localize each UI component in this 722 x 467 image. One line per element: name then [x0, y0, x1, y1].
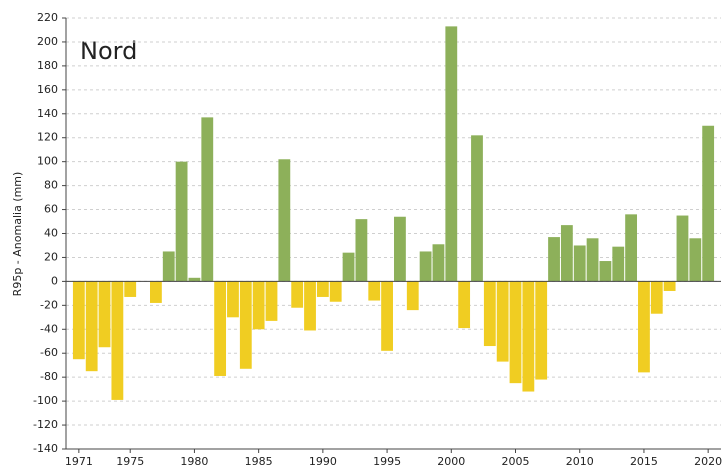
- x-tick-label: 1995: [373, 455, 401, 467]
- y-tick-label: -40: [40, 322, 58, 335]
- x-tick-label: 2015: [630, 455, 658, 467]
- x-tick-label: 2010: [566, 455, 594, 467]
- y-tick-label: 40: [44, 227, 58, 240]
- bar: [509, 281, 522, 384]
- bar: [394, 216, 406, 282]
- bar: [368, 281, 381, 301]
- bar: [406, 281, 419, 311]
- x-tick-label: 1985: [245, 455, 273, 467]
- y-tick-label: -80: [40, 370, 58, 383]
- bar: [265, 281, 278, 321]
- bar: [676, 215, 689, 282]
- y-tick-label: 100: [37, 155, 58, 168]
- bar: [599, 261, 612, 282]
- bar: [72, 281, 85, 360]
- y-tick-label: 220: [37, 11, 58, 24]
- bar: [124, 281, 137, 297]
- bar: [702, 125, 715, 282]
- chart-title: Nord: [80, 37, 137, 65]
- bar: [239, 281, 252, 369]
- y-tick-label: 60: [44, 203, 58, 216]
- bar: [291, 281, 304, 308]
- x-tick-label: 2020: [694, 455, 722, 467]
- y-tick-label: -140: [33, 442, 58, 455]
- bar: [355, 219, 368, 282]
- bar: [252, 281, 265, 330]
- bar: [149, 281, 162, 303]
- y-tick-label: -20: [40, 298, 58, 311]
- x-tick-label: 2000: [437, 455, 465, 467]
- y-tick-label: 200: [37, 35, 58, 48]
- x-tick-label: 1975: [116, 455, 144, 467]
- x-tick-label: 1980: [180, 455, 208, 467]
- y-tick-label: 80: [44, 179, 58, 192]
- bar: [625, 214, 638, 282]
- y-tick-label: 160: [37, 83, 58, 96]
- y-tick-label: 20: [44, 250, 58, 263]
- bar: [445, 26, 458, 282]
- y-tick-label: 120: [37, 131, 58, 144]
- bar: [85, 281, 98, 372]
- bar: [586, 238, 599, 282]
- bar: [689, 238, 702, 282]
- bar: [650, 281, 663, 314]
- bar: [496, 281, 509, 362]
- bar: [304, 281, 316, 331]
- bar: [458, 281, 471, 329]
- bar: [522, 281, 535, 392]
- bar: [535, 281, 548, 380]
- bar: [483, 281, 496, 347]
- bar: [573, 245, 586, 282]
- bar: [560, 225, 573, 282]
- bar: [278, 159, 291, 282]
- bar: [329, 281, 342, 302]
- bar: [162, 251, 175, 282]
- x-tick-label: 2005: [502, 455, 530, 467]
- bar: [548, 237, 560, 282]
- bar: [316, 281, 329, 297]
- bar: [98, 281, 111, 348]
- bar: [419, 251, 432, 282]
- bar: [111, 281, 124, 400]
- y-tick-label: 0: [51, 274, 58, 287]
- bar: [342, 252, 355, 282]
- bar: [214, 281, 227, 376]
- bar: [471, 135, 483, 282]
- y-tick-label: -120: [33, 418, 58, 431]
- bar: [381, 281, 393, 351]
- y-tick-label: -100: [33, 394, 58, 407]
- x-tick-label: 1971: [65, 455, 93, 467]
- y-axis-label: R95p - Anomalia (mm): [11, 172, 24, 297]
- bar: [638, 281, 650, 373]
- bar: [188, 277, 201, 282]
- x-tick-label: 1990: [309, 455, 337, 467]
- bar: [612, 246, 625, 282]
- bar: [175, 161, 188, 282]
- y-tick-label: 180: [37, 59, 58, 72]
- bar: [201, 117, 214, 282]
- bar: [227, 281, 239, 318]
- y-tick-label: -60: [40, 346, 58, 359]
- bar: [663, 281, 676, 291]
- bar: [432, 244, 445, 282]
- y-tick-label: 140: [37, 107, 58, 120]
